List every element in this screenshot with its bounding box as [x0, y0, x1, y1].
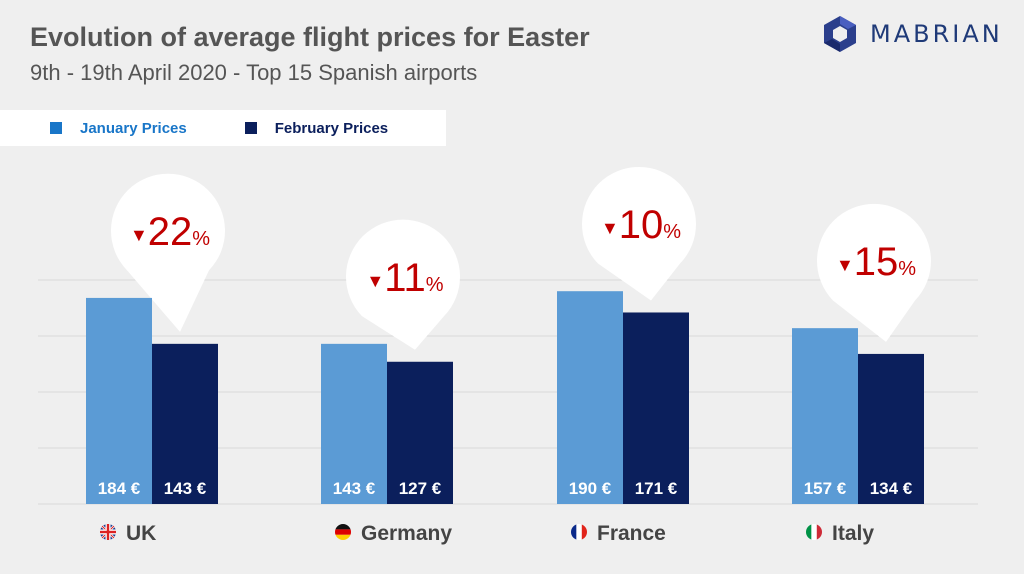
italy-flag-white: [811, 524, 817, 540]
italy-flag-red: [816, 524, 822, 540]
change-arrow: ▼: [130, 225, 148, 245]
value-label-february: 143 €: [164, 479, 207, 498]
change-value: 15: [854, 240, 899, 284]
germany-flag-gold: [335, 534, 351, 540]
legend: January Prices February Prices: [0, 110, 446, 146]
germany-flag-icon: [335, 524, 351, 540]
category-label: Germany: [361, 522, 452, 545]
bar-february-germany: [387, 361, 453, 504]
germany-flag-stripes: [335, 524, 351, 540]
bar-february-uk: [152, 343, 218, 504]
change-unit: %: [898, 258, 916, 280]
category-label: France: [597, 522, 666, 545]
change-label: ▼11%: [366, 256, 443, 300]
legend-swatch-january: [50, 122, 62, 134]
category-label: UK: [126, 522, 156, 545]
brand-logo: MABRIAN: [820, 14, 1003, 54]
change-value: 11: [384, 256, 426, 300]
uk-flag-cross-red: [106, 524, 110, 540]
change-arrow: ▼: [601, 218, 619, 238]
chart-title: Evolution of average flight prices for E…: [30, 22, 590, 52]
value-label-january: 157 €: [804, 479, 847, 498]
value-label-february: 134 €: [870, 479, 913, 498]
change-unit: %: [426, 274, 444, 296]
value-label-january: 143 €: [333, 479, 376, 498]
france-flag-icon: [571, 524, 587, 540]
france-flag-stripes: [571, 524, 587, 540]
value-label-january: 190 €: [569, 479, 612, 498]
change-label: ▼22%: [130, 210, 210, 254]
legend-item-january: January Prices: [50, 120, 187, 137]
germany-flag-black: [335, 524, 351, 530]
bar-january-germany: [321, 343, 387, 504]
france-flag-white: [576, 524, 582, 540]
change-value: 10: [619, 203, 664, 247]
change-unit: %: [663, 221, 681, 243]
legend-swatch-february: [244, 122, 257, 134]
bar-february-france: [623, 312, 689, 504]
legend-item-february: February Prices: [244, 119, 389, 137]
germany-flag-red: [335, 529, 351, 535]
value-label-january: 184 €: [98, 479, 141, 498]
italy-flag-stripes: [806, 524, 822, 540]
france-flag-red: [581, 524, 587, 540]
change-unit: %: [192, 228, 210, 250]
legend-label-february: February Prices: [274, 119, 389, 137]
change-callout: [111, 173, 225, 332]
bar-january-france: [557, 291, 623, 504]
france-flag-blue: [571, 524, 577, 540]
bar-february-italy: [858, 353, 924, 504]
uk-flag-icon: [100, 524, 116, 540]
hexagon-logo-icon: [824, 16, 856, 52]
change-callout: [817, 203, 931, 342]
logo-text: MABRIAN: [870, 20, 1003, 48]
legend-label-january: January Prices: [80, 119, 187, 137]
change-arrow: ▼: [836, 255, 854, 275]
change-label: ▼10%: [601, 203, 681, 247]
change-callout: [346, 219, 460, 350]
category-label: Italy: [832, 522, 874, 545]
change-arrow: ▼: [366, 271, 384, 291]
italy-flag-icon: [806, 524, 822, 540]
change-label: ▼15%: [836, 240, 916, 284]
bar-january-uk: [86, 297, 152, 504]
change-value: 22: [148, 210, 193, 254]
italy-flag-green: [806, 524, 812, 540]
change-callout: [581, 166, 696, 301]
chart-subtitle: 9th - 19th April 2020 - Top 15 Spanish a…: [30, 60, 478, 85]
value-label-february: 127 €: [399, 479, 442, 498]
value-label-february: 171 €: [635, 479, 678, 498]
bar-january-italy: [792, 328, 858, 504]
